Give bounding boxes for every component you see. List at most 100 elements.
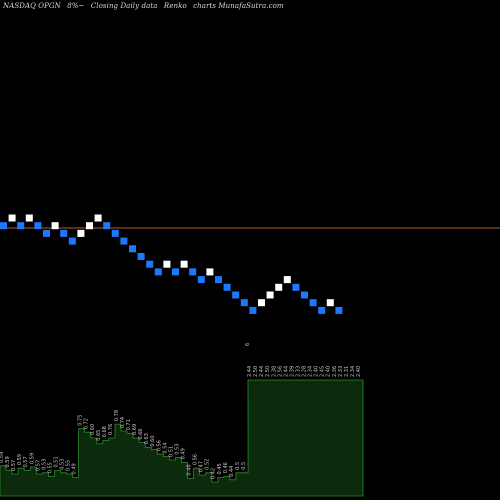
price-label: 2.28	[302, 366, 308, 377]
price-label: 0.59	[17, 454, 23, 465]
price-label: 0.49	[181, 448, 187, 459]
price-label: 0.75	[78, 415, 84, 426]
price-label: 0.54	[162, 442, 168, 453]
price-label: 2.45	[320, 366, 326, 377]
chart-type-label: Renko	[163, 2, 187, 10]
renko-brick-down	[111, 229, 119, 237]
renko-brick-down	[215, 276, 222, 284]
price-label: 0.57	[11, 460, 17, 471]
price-label: 0.51	[168, 446, 174, 457]
price-label: 0.52	[205, 459, 211, 470]
renko-brick-down	[240, 299, 248, 307]
renko-brick-down	[0, 222, 7, 230]
price-label: 0.63	[144, 433, 150, 444]
price-label: 0.44	[229, 466, 235, 477]
price-label: 2.44	[283, 366, 289, 377]
renko-brick-down	[34, 222, 42, 230]
price-label: 0.40	[187, 464, 193, 475]
price-label: 0.55	[66, 460, 72, 471]
price-label: 2.56	[277, 366, 283, 377]
renko-brick-down	[129, 245, 136, 253]
renko-brick-down	[120, 237, 128, 245]
price-label: 0.46	[223, 462, 229, 473]
renko-brick-up	[94, 214, 102, 222]
price-label: 0.57	[35, 460, 41, 471]
price-label: 2.34	[308, 366, 314, 377]
price-label: 0.60	[90, 424, 96, 435]
ticker-label: NASDAQ OPGN	[3, 2, 61, 10]
price-label: 2.38	[271, 366, 277, 377]
price-label: 0.69	[132, 424, 138, 435]
renko-brick-down	[172, 268, 179, 276]
renko-brick-down	[146, 260, 154, 268]
price-label: 0.53	[41, 459, 47, 470]
renko-brick-up	[25, 214, 33, 222]
renko-brick-up	[163, 260, 171, 268]
price-label: 2.44	[259, 366, 265, 377]
renko-brick-up	[51, 222, 59, 230]
desc-label: Closing Daily data	[90, 2, 158, 10]
renko-brick-up	[180, 260, 188, 268]
price-label: 2.50	[253, 366, 259, 377]
price-label: 2.31	[344, 366, 350, 377]
price-label: 0.5	[241, 462, 247, 470]
renko-brick-down	[318, 306, 326, 314]
renko-brick-down	[60, 229, 68, 237]
renko-brick-up	[326, 299, 334, 307]
renko-brick-up	[283, 276, 291, 284]
price-label: 2.40	[314, 366, 320, 377]
price-label: 0.76	[108, 424, 114, 435]
renko-brick-down	[309, 299, 317, 307]
price-label: 0.66	[138, 428, 144, 439]
price-label: 0.60	[150, 435, 156, 446]
renko-brick-down	[43, 229, 50, 237]
price-label: 0.42	[211, 468, 217, 479]
price-label: 0.47	[199, 461, 205, 472]
price-label: 0.71	[126, 419, 132, 430]
price-label: 0.65	[96, 430, 102, 441]
renko-brick-down	[249, 306, 257, 314]
price-label: 0.5	[235, 462, 241, 470]
price-label: 0.45	[217, 463, 223, 474]
price-label: 0.59	[5, 456, 11, 467]
price-label: 2.50	[265, 366, 271, 377]
renko-brick-down	[137, 253, 145, 260]
price-label: 0.51	[53, 456, 59, 467]
price-label: 0.49	[72, 463, 78, 474]
renko-brick-down	[232, 291, 240, 299]
price-label: 0.57	[23, 456, 29, 467]
price-label: 0.59	[0, 452, 5, 463]
renko-brick-down	[17, 222, 25, 230]
price-label: 0.56	[156, 440, 162, 451]
change-label: 8%~	[67, 2, 85, 10]
price-label: 0.78	[114, 410, 120, 421]
renko-brick-down	[292, 283, 300, 291]
price-label: 2.40	[326, 366, 332, 377]
renko-brick-down	[197, 276, 205, 284]
price-label: 0.68	[102, 426, 108, 437]
renko-brick-up	[86, 222, 93, 230]
renko-brick-down	[103, 222, 111, 230]
renko-brick-up	[275, 283, 283, 291]
renko-brick-down	[189, 268, 197, 276]
price-label: 2.36	[332, 366, 338, 377]
price-label: 2.39	[289, 366, 295, 377]
price-label: 0.55	[47, 462, 53, 473]
renko-brick-up	[258, 299, 265, 307]
price-label: 0.72	[84, 418, 90, 429]
price-label: 2.44	[247, 366, 253, 377]
price-label: 2.33	[338, 366, 344, 377]
price-label: 0.59	[29, 453, 35, 464]
renko-brick-down	[154, 268, 162, 276]
price-label: 0.56	[193, 454, 199, 465]
volume-area	[0, 379, 364, 497]
renko-brick-up	[206, 268, 214, 276]
renko-brick-up	[8, 214, 16, 222]
source-label: charts MunafaSutra.com	[193, 2, 284, 10]
price-label: 2.33	[295, 366, 301, 377]
renko-brick-up	[266, 291, 274, 299]
price-label: 2.40	[356, 366, 362, 377]
renko-brick-down	[68, 237, 76, 245]
chart-header: NASDAQ OPGN 8%~ Closing Daily data Renko…	[3, 2, 288, 10]
